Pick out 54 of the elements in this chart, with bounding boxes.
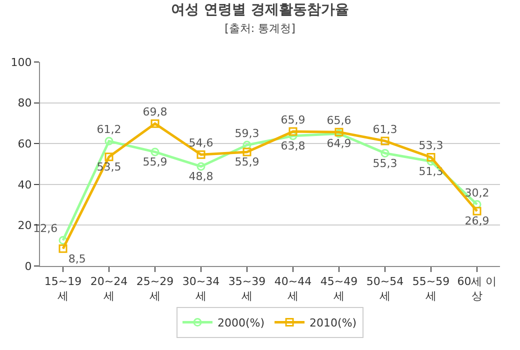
data-label: 55,9: [142, 156, 168, 169]
point: [242, 140, 252, 150]
point: [472, 206, 482, 216]
x-tick-label: 30~34 세: [182, 275, 220, 302]
point: [58, 244, 68, 253]
data-label: 69,8: [142, 105, 168, 118]
x-tick-label: 55~59 세: [412, 275, 450, 302]
point: [426, 153, 436, 162]
point: [104, 136, 114, 146]
x-tick-label: 40~44 세: [274, 275, 312, 302]
point: [472, 200, 482, 209]
point: [104, 152, 114, 162]
data-label: 65,9: [280, 113, 306, 126]
data-label: 53,3: [418, 139, 444, 152]
legend-label: 2010(%): [310, 316, 357, 330]
x-tick-label: 60세 이 상: [457, 275, 497, 302]
y-tick-label: 60: [18, 137, 32, 150]
point: [58, 236, 68, 245]
chart-subtitle: [출처: 통계청]: [224, 22, 296, 36]
x-tick-label: 45~49 세: [320, 275, 358, 302]
x-tick-label: 25~29 세: [136, 275, 174, 302]
data-label: 54,6: [188, 136, 214, 150]
data-label: 55,9: [234, 156, 260, 169]
legend-label: 2000(%): [218, 316, 265, 330]
x-tick-label: 50~54 세: [366, 275, 404, 302]
data-label: 61,3: [372, 122, 398, 136]
x-tick-label: 35~39 세: [228, 275, 266, 302]
data-label: 8,5: [68, 252, 86, 266]
data-label: 63,8: [280, 139, 306, 152]
data-label: 26,9: [464, 214, 490, 228]
x-tick-label: 15~19 세: [44, 275, 82, 302]
data-label: 48,8: [188, 170, 214, 184]
data-label: 30,2: [464, 186, 490, 200]
point: [196, 150, 206, 159]
point: [150, 148, 160, 156]
y-tick-label: 0: [24, 260, 32, 273]
data-label: 65,6: [326, 114, 352, 128]
data-label: 61,2: [96, 123, 122, 136]
y-tick-label: 40: [18, 178, 32, 192]
y-tick-label: 100: [10, 56, 32, 69]
y-tick-label: 20: [18, 219, 32, 232]
data-label: 59,3: [234, 126, 260, 140]
point: [150, 119, 160, 128]
y-tick-label: 80: [18, 96, 32, 110]
data-label: 55,3: [372, 156, 398, 170]
point: [196, 162, 206, 171]
point: [380, 148, 390, 158]
x-tick-label: 20~24 세: [90, 275, 128, 302]
data-label: 64,9: [326, 137, 352, 150]
chart-title: 여성 연령별 경제활동참가율: [171, 2, 349, 18]
point: [288, 127, 298, 136]
point: [242, 148, 252, 156]
point: [288, 132, 298, 140]
point: [380, 136, 390, 146]
